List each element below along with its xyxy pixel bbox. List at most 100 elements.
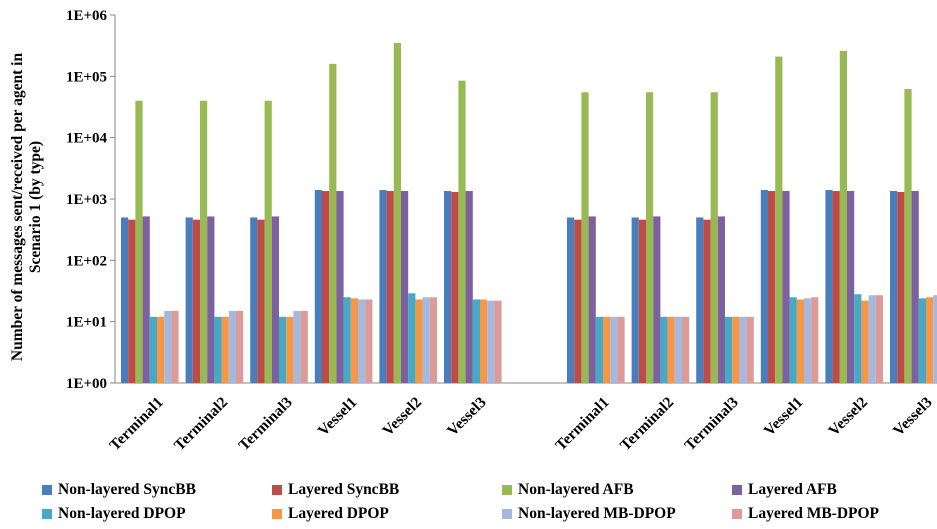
bar-non-layered-syncbb bbox=[444, 191, 452, 383]
bar-layered-dpop bbox=[861, 300, 869, 383]
bar-layered-syncbb bbox=[128, 219, 136, 383]
bar-layered-syncbb bbox=[574, 219, 582, 383]
legend-item: Layered SyncBB bbox=[272, 480, 399, 500]
y-tick-label: 1E+01 bbox=[66, 315, 107, 331]
legend-swatch bbox=[272, 509, 282, 519]
bar-non-layered-syncbb bbox=[567, 217, 575, 383]
x-tick-label: Vessel1 bbox=[761, 394, 807, 440]
bar-non-layered-afb bbox=[904, 89, 912, 383]
bar-layered-afb bbox=[142, 216, 150, 383]
bar-non-layered-dpop bbox=[214, 316, 222, 383]
bar-non-layered-afb bbox=[839, 50, 847, 383]
bar-layered-dpop bbox=[926, 297, 934, 383]
bar-non-layered-dpop bbox=[408, 293, 416, 383]
bar-layered-dpop bbox=[221, 316, 229, 383]
bar-layered-afb bbox=[717, 216, 725, 383]
bar-non-layered-syncbb bbox=[250, 217, 258, 383]
bar-layered-mb-dpop bbox=[365, 299, 373, 383]
bar-layered-syncbb bbox=[832, 191, 840, 383]
y-tick-label: 1E+06 bbox=[66, 8, 108, 24]
bar-layered-dpop bbox=[286, 316, 294, 383]
x-tick-label: Vessel2 bbox=[379, 394, 425, 440]
bar-layered-syncbb bbox=[703, 219, 711, 383]
bar-layered-afb bbox=[782, 191, 790, 383]
legend-label: Non-layered SyncBB bbox=[58, 481, 196, 498]
bar-layered-mb-dpop bbox=[171, 310, 179, 383]
bar-non-layered-syncbb bbox=[185, 217, 193, 383]
bar-non-layered-mb-dpop bbox=[674, 316, 682, 383]
x-tick-label: Terminal2 bbox=[617, 394, 678, 455]
bar-non-layered-syncbb bbox=[121, 217, 129, 383]
bar-non-layered-afb bbox=[200, 100, 208, 384]
bar-non-layered-syncbb bbox=[890, 191, 898, 383]
chart-svg: 1E+00 1E+01 1E+02 1E+03 1E+04 1E+05 1E+06 Numbe… bbox=[9, 8, 937, 455]
bar-non-layered-afb bbox=[329, 63, 337, 384]
bar-layered-dpop bbox=[480, 299, 488, 383]
bar-layered-mb-dpop bbox=[429, 297, 437, 383]
bar-layered-mb-dpop bbox=[236, 310, 244, 383]
legend-item: Layered MB-DPOP bbox=[732, 504, 879, 524]
x-tick-label: Terminal2 bbox=[171, 394, 232, 455]
bar-non-layered-afb bbox=[710, 92, 718, 383]
legend-swatch bbox=[732, 485, 742, 495]
legend-label: Non-layered DPOP bbox=[58, 505, 186, 522]
bar-layered-afb bbox=[207, 216, 215, 383]
bar-non-layered-syncbb bbox=[825, 190, 833, 383]
bar-non-layered-dpop bbox=[149, 316, 157, 383]
legend-item: Non-layered SyncBB bbox=[42, 480, 196, 500]
y-tick-label: 1E+03 bbox=[66, 192, 107, 208]
x-tick-label: Vessel2 bbox=[825, 394, 871, 440]
legend-label: Layered DPOP bbox=[288, 505, 389, 522]
bar-non-layered-afb bbox=[581, 92, 589, 383]
bar-layered-syncbb bbox=[192, 219, 200, 383]
bar-non-layered-syncbb bbox=[696, 217, 704, 383]
bar-layered-mb-dpop bbox=[875, 295, 883, 383]
legend-item: Non-layered DPOP bbox=[42, 504, 186, 524]
bar-non-layered-mb-dpop bbox=[228, 310, 236, 383]
x-tick-label: Vessel3 bbox=[890, 394, 936, 440]
bar-layered-dpop bbox=[667, 316, 675, 383]
y-tick-label: 1E+02 bbox=[66, 253, 107, 269]
bar-non-layered-syncbb bbox=[379, 190, 387, 383]
legend: Non-layered SyncBB Layered SyncBB Non-laye… bbox=[0, 478, 937, 529]
bar-layered-syncbb bbox=[897, 192, 905, 383]
bar-non-layered-mb-dpop bbox=[804, 298, 812, 383]
legend-label: Non-layered AFB bbox=[518, 481, 634, 498]
legend-item: Layered DPOP bbox=[272, 504, 389, 524]
legend-swatch bbox=[502, 509, 512, 519]
x-tick-label: Terminal3 bbox=[681, 394, 742, 455]
bar-non-layered-dpop bbox=[660, 316, 668, 383]
bar-layered-syncbb bbox=[257, 219, 265, 383]
y-tick-label: 1E+00 bbox=[66, 376, 107, 392]
bar-layered-afb bbox=[653, 216, 661, 383]
legend-swatch bbox=[42, 509, 52, 519]
bar-non-layered-mb-dpop bbox=[610, 316, 618, 383]
bar-non-layered-afb bbox=[775, 56, 783, 383]
bar-non-layered-afb bbox=[264, 100, 272, 384]
bar-non-layered-afb bbox=[646, 92, 654, 383]
bar-layered-dpop bbox=[350, 298, 358, 383]
bar-non-layered-dpop bbox=[789, 297, 797, 383]
bar-layered-afb bbox=[336, 191, 344, 383]
legend-label: Layered SyncBB bbox=[288, 481, 400, 498]
x-tick-label: Vessel1 bbox=[315, 394, 361, 440]
bar-non-layered-mb-dpop bbox=[422, 297, 430, 383]
legend-label: Layered AFB bbox=[748, 481, 837, 498]
bar-layered-dpop bbox=[732, 316, 740, 383]
legend-item: Layered AFB bbox=[732, 480, 837, 500]
x-tick-label: Terminal1 bbox=[106, 394, 166, 454]
x-tick-label: Terminal3 bbox=[235, 394, 296, 455]
bar-non-layered-syncbb bbox=[314, 190, 322, 383]
bars bbox=[121, 42, 937, 384]
bar-layered-mb-dpop bbox=[746, 316, 754, 383]
bar-non-layered-syncbb bbox=[631, 217, 639, 383]
bar-non-layered-dpop bbox=[725, 316, 733, 383]
legend-swatch bbox=[42, 485, 52, 495]
y-tick-label: 1E+05 bbox=[66, 69, 107, 85]
bar-layered-afb bbox=[847, 191, 855, 383]
bar-non-layered-dpop bbox=[918, 298, 926, 383]
bar-layered-afb bbox=[401, 191, 409, 383]
bar-non-layered-mb-dpop bbox=[293, 310, 301, 383]
bar-layered-mb-dpop bbox=[617, 316, 625, 383]
bar-non-layered-mb-dpop bbox=[739, 316, 747, 383]
